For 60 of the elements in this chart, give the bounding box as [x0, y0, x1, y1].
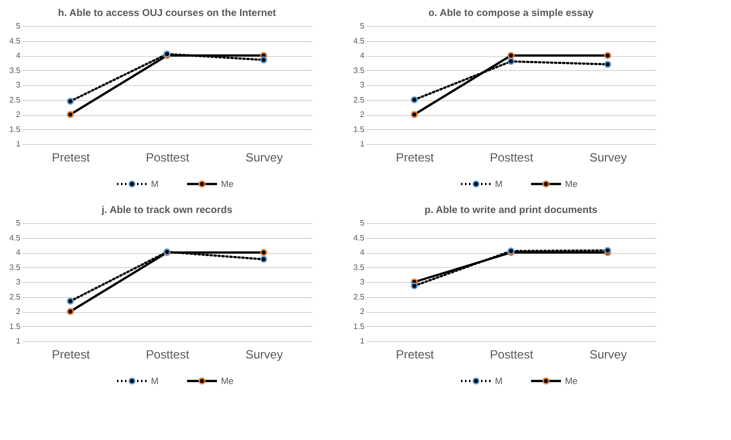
y-tick-label: 4	[360, 51, 366, 60]
y-tick-label: 4.5	[353, 36, 366, 46]
y-tick-label: 4.5	[353, 233, 366, 242]
chart-title: o. Able to compose a simple essay	[428, 8, 594, 19]
chart-title: p. Able to write and print documents	[424, 205, 598, 216]
y-tick-label: 3	[360, 278, 366, 286]
chart-title: h. Able to access OUJ courses on the Internet	[58, 8, 277, 19]
legend-label: Me	[565, 179, 578, 189]
y-tick-label: 5	[16, 218, 22, 228]
x-tick-label: Pretest	[396, 348, 435, 362]
x-tick-label: Survey	[245, 348, 283, 362]
x-tick-label: Posttest	[490, 348, 534, 362]
y-tick-label: 3	[16, 278, 22, 286]
y-tick-label: 1.5	[9, 322, 22, 331]
y-tick-label: 4.5	[9, 36, 22, 46]
y-tick-label: 2	[360, 110, 366, 119]
legend-label: Me	[565, 376, 578, 386]
y-tick-label: 4	[360, 248, 366, 257]
legend-label: M	[151, 179, 158, 189]
y-tick-label: 5	[360, 22, 366, 30]
y-tick-label: 3.5	[9, 262, 22, 272]
y-tick-label: 1.5	[353, 322, 366, 331]
x-tick-label: Survey	[589, 348, 627, 362]
y-tick-label: 2	[16, 307, 22, 316]
x-tick-label: Survey	[589, 150, 627, 164]
y-tick-label: 1.5	[9, 124, 22, 134]
y-tick-label: 3.5	[353, 66, 366, 75]
y-tick-label: 4	[16, 248, 22, 257]
x-tick-label: Pretest	[52, 150, 91, 164]
y-tick-label: 1.5	[353, 124, 366, 134]
y-tick-label: 3	[360, 80, 366, 90]
y-tick-label: 5	[16, 22, 22, 30]
legend-label: M	[151, 376, 158, 386]
x-tick-label: Pretest	[396, 150, 435, 164]
chart-title: j. Able to track own records	[100, 205, 233, 216]
x-tick-label: Posttest	[490, 150, 534, 164]
y-tick-label: 1	[360, 336, 366, 346]
y-tick-label: 3	[16, 80, 22, 90]
y-tick-label: 5	[360, 218, 366, 228]
x-tick-label: Posttest	[146, 150, 190, 164]
legend-label: M	[495, 376, 502, 386]
y-tick-label: 2.5	[9, 95, 22, 104]
legend-label: Me	[221, 376, 234, 386]
y-tick-label: 3.5	[353, 262, 366, 272]
x-tick-label: Survey	[245, 150, 283, 164]
y-tick-label: 1	[16, 336, 22, 346]
y-tick-label: 3.5	[9, 66, 22, 75]
y-tick-label: 4.5	[9, 233, 22, 242]
y-tick-label: 2	[360, 307, 366, 316]
y-tick-label: 4	[16, 51, 22, 60]
x-tick-label: Pretest	[52, 348, 91, 362]
y-tick-label: 2.5	[353, 95, 366, 104]
y-tick-label: 2.5	[9, 292, 22, 302]
legend-label: M	[495, 179, 502, 189]
y-tick-label: 1	[360, 140, 366, 148]
y-tick-label: 2	[16, 110, 22, 119]
x-tick-label: Posttest	[146, 348, 190, 362]
y-tick-label: 2.5	[353, 292, 366, 302]
legend-label: Me	[221, 179, 234, 189]
y-tick-label: 1	[16, 140, 22, 148]
